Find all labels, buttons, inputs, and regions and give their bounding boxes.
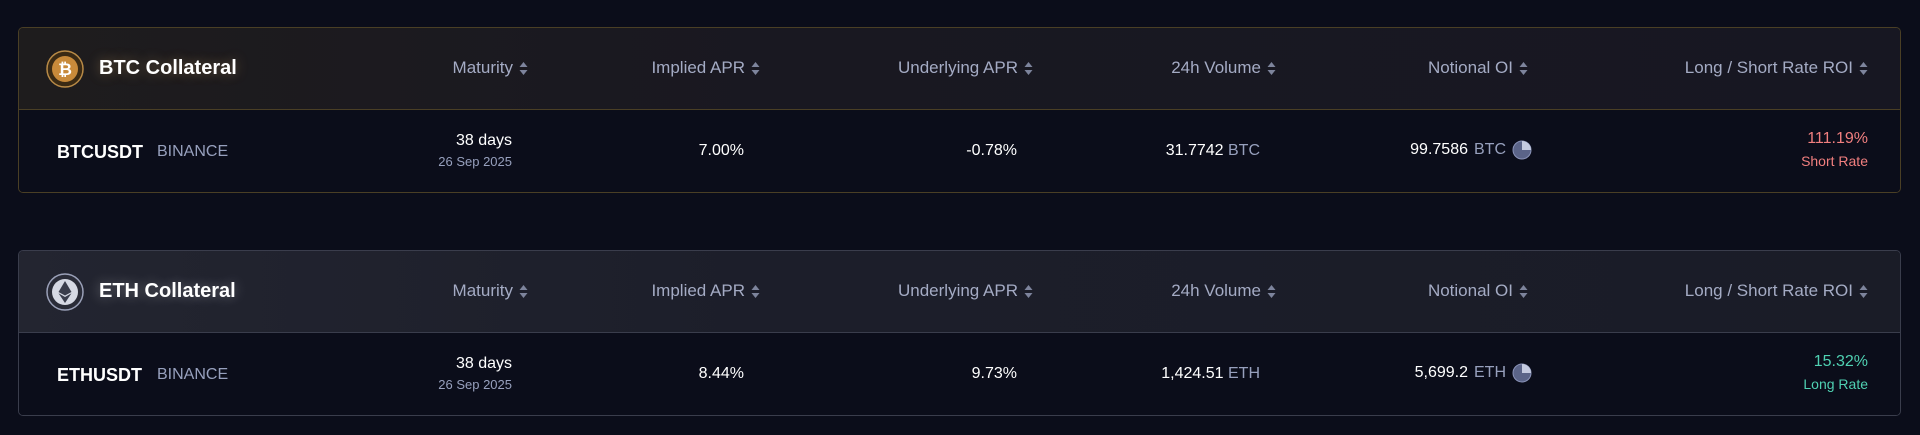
maturity-column-header[interactable]: Maturity (453, 58, 528, 78)
btcusdt-market-row[interactable]: BTCUSDT BINANCE 38 days 26 Sep 2025 7.00… (19, 110, 1900, 192)
sort-icon (1519, 61, 1528, 76)
sort-icon (1024, 284, 1033, 299)
implied-apr-header-label: Implied APR (651, 281, 745, 300)
exchange-name: BINANCE (157, 143, 229, 160)
volume-24h-cell: 1,424.51 ETH (1161, 365, 1260, 383)
eth-collateral-title: ETH Collateral (99, 280, 236, 302)
volume-24h-value: 31.7742 (1165, 142, 1224, 159)
roi-value: 15.32% (1813, 353, 1868, 370)
maturity-days: 38 days (455, 132, 512, 149)
btc-collateral-title: BTC Collateral (99, 57, 237, 79)
implied-apr-value: 8.44% (698, 365, 744, 382)
implied-apr-header-label: Implied APR (651, 58, 745, 77)
implied-apr-column-header[interactable]: Implied APR (651, 281, 760, 301)
underlying-apr-header-label: Underlying APR (897, 58, 1018, 77)
notional-oi-value: 5,699.2 (1414, 364, 1468, 381)
sort-icon (1859, 61, 1868, 76)
roi-rate-label: Long Rate (1803, 376, 1868, 392)
implied-apr-value: 7.00% (698, 142, 744, 159)
eth-card-header: ETH Collateral Maturity Implied APR Unde… (19, 251, 1900, 333)
notional-oi-header-label: Notional OI (1427, 58, 1513, 77)
roi-value: 111.19% (1807, 130, 1868, 147)
exchange-name: BINANCE (157, 366, 229, 383)
eth-collateral-card: ETH Collateral Maturity Implied APR Unde… (18, 250, 1901, 416)
notional-oi-column-header[interactable]: Notional OI (1428, 58, 1528, 78)
roi-column-header[interactable]: Long / Short Rate ROI (1685, 58, 1868, 78)
market-symbol: ETHUSDT (57, 365, 142, 385)
sort-icon (1859, 284, 1868, 299)
pie-chart-icon[interactable] (1512, 140, 1532, 160)
notional-oi-unit: ETH (1474, 364, 1506, 381)
underlying-apr-column-header[interactable]: Underlying APR (898, 58, 1033, 78)
maturity-header-label: Maturity (452, 58, 513, 77)
volume-24h-header-label: 24h Volume (1171, 281, 1261, 300)
underlying-apr-column-header[interactable]: Underlying APR (898, 281, 1033, 301)
sort-icon (1519, 284, 1528, 299)
roi-header-label: Long / Short Rate ROI (1684, 281, 1853, 300)
sort-icon (519, 284, 528, 299)
pie-chart-icon[interactable] (1512, 363, 1532, 383)
volume-24h-unit: BTC (1228, 142, 1260, 159)
maturity-date: 26 Sep 2025 (438, 154, 512, 169)
implied-apr-column-header[interactable]: Implied APR (651, 58, 760, 78)
btc-card-header: ₿ BTC Collateral Maturity Implied APR Un… (19, 28, 1900, 110)
notional-oi-cell: 99.7586 BTC (1410, 140, 1532, 160)
maturity-column-header[interactable]: Maturity (453, 281, 528, 301)
sort-icon (1024, 61, 1033, 76)
notional-oi-column-header[interactable]: Notional OI (1428, 281, 1528, 301)
notional-oi-cell: 5,699.2 ETH (1415, 363, 1532, 383)
sort-icon (519, 61, 528, 76)
maturity-date: 26 Sep 2025 (438, 377, 512, 392)
notional-oi-header-label: Notional OI (1427, 281, 1513, 300)
underlying-apr-value: -0.78% (966, 142, 1017, 159)
volume-24h-column-header[interactable]: 24h Volume (1171, 281, 1276, 301)
bitcoin-icon: ₿ (46, 50, 84, 88)
notional-oi-value: 99.7586 (1410, 141, 1468, 158)
volume-24h-unit: ETH (1228, 365, 1260, 382)
sort-icon (751, 284, 760, 299)
svg-text:₿: ₿ (58, 60, 72, 80)
underlying-apr-header-label: Underlying APR (897, 281, 1018, 300)
roi-header-label: Long / Short Rate ROI (1684, 58, 1853, 77)
market-symbol: BTCUSDT (57, 142, 143, 162)
maturity-header-label: Maturity (452, 281, 513, 300)
sort-icon (751, 61, 760, 76)
maturity-days: 38 days (455, 355, 512, 372)
ethusdt-market-row[interactable]: ETHUSDT BINANCE 38 days 26 Sep 2025 8.44… (19, 333, 1900, 415)
btc-collateral-card: ₿ BTC Collateral Maturity Implied APR Un… (18, 27, 1901, 193)
sort-icon (1267, 284, 1276, 299)
volume-24h-cell: 31.7742 BTC (1166, 142, 1260, 160)
sort-icon (1267, 61, 1276, 76)
notional-oi-unit: BTC (1474, 141, 1506, 158)
volume-24h-column-header[interactable]: 24h Volume (1171, 58, 1276, 78)
underlying-apr-value: 9.73% (971, 365, 1017, 382)
roi-column-header[interactable]: Long / Short Rate ROI (1685, 281, 1868, 301)
ethereum-icon (46, 273, 84, 311)
roi-rate-label: Short Rate (1801, 153, 1868, 169)
volume-24h-header-label: 24h Volume (1171, 58, 1261, 77)
volume-24h-value: 1,424.51 (1161, 365, 1224, 382)
